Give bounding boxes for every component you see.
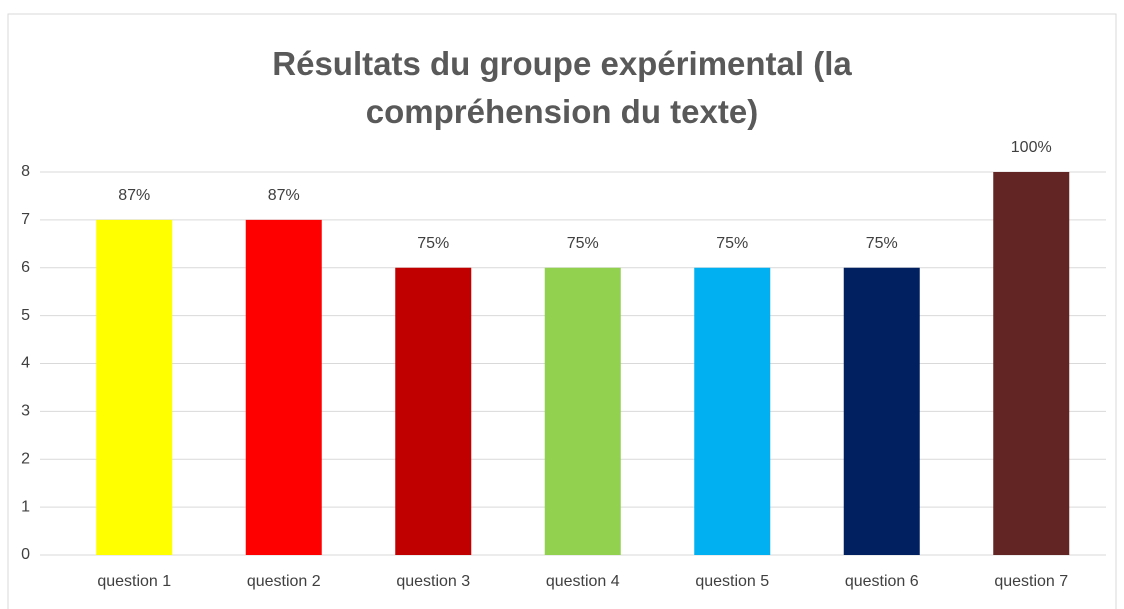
x-tick-label: question 2: [247, 573, 321, 590]
x-tick-label: question 1: [97, 573, 171, 590]
y-tick-label: 2: [21, 450, 30, 467]
bar: [245, 219, 322, 555]
y-tick-label: 5: [21, 307, 30, 324]
data-label: 75%: [866, 235, 898, 252]
data-label: 75%: [716, 235, 748, 252]
chart-border: [7, 13, 1117, 609]
data-label: 87%: [268, 187, 300, 204]
x-tick-label: question 5: [695, 573, 769, 590]
bar: [843, 267, 920, 555]
x-tick-label: question 6: [845, 573, 919, 590]
bar: [694, 267, 771, 555]
y-tick-label: 1: [21, 498, 30, 515]
y-tick-label: 6: [21, 259, 30, 276]
data-label: 100%: [1011, 139, 1052, 156]
x-tick-label: question 7: [994, 573, 1068, 590]
data-label: 87%: [118, 187, 150, 204]
bar: [993, 172, 1070, 555]
y-tick-label: 3: [21, 403, 30, 420]
y-tick-label: 8: [21, 163, 30, 180]
bar: [96, 219, 173, 555]
x-tick-label: question 4: [546, 573, 620, 590]
y-tick-label: 7: [21, 211, 30, 228]
y-tick-label: 0: [21, 546, 30, 563]
y-tick-label: 4: [21, 355, 30, 372]
chart-title: Résultats du groupe expérimental (la com…: [272, 45, 852, 130]
data-label: 75%: [417, 235, 449, 252]
bar: [395, 267, 472, 555]
bar: [544, 267, 621, 555]
data-label: 75%: [567, 235, 599, 252]
x-tick-label: question 3: [396, 573, 470, 590]
